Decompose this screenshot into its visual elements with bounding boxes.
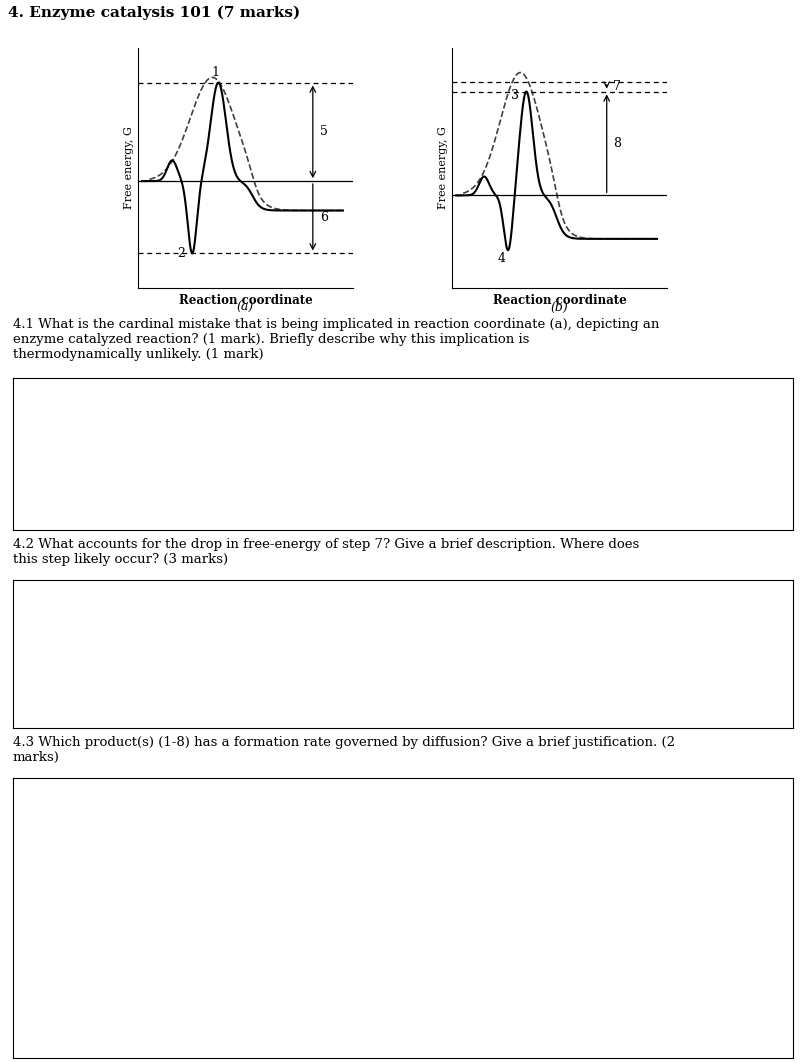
X-axis label: Reaction coordinate: Reaction coordinate xyxy=(179,293,313,307)
Text: (a): (a) xyxy=(237,302,254,314)
Text: 7: 7 xyxy=(613,81,621,93)
Text: 2: 2 xyxy=(177,246,185,260)
Text: 4.3 Which product(s) (1-8) has a formation rate governed by diffusion? Give a br: 4.3 Which product(s) (1-8) has a formati… xyxy=(13,736,675,764)
Y-axis label: Free energy, G: Free energy, G xyxy=(438,126,448,209)
Text: 5: 5 xyxy=(320,125,328,138)
Text: 4: 4 xyxy=(498,252,506,264)
Text: 3: 3 xyxy=(511,89,519,102)
Text: 6: 6 xyxy=(320,210,328,224)
X-axis label: Reaction coordinate: Reaction coordinate xyxy=(492,293,626,307)
Text: 8: 8 xyxy=(613,137,621,150)
Text: 4. Enzyme catalysis 101 (7 marks): 4. Enzyme catalysis 101 (7 marks) xyxy=(8,5,301,20)
Text: (b): (b) xyxy=(550,302,568,314)
Text: 4.2 What accounts for the drop in free-energy of step 7? Give a brief descriptio: 4.2 What accounts for the drop in free-e… xyxy=(13,538,639,566)
Text: 4.1 What is the cardinal mistake that is being implicated in reaction coordinate: 4.1 What is the cardinal mistake that is… xyxy=(13,318,659,361)
Text: 1: 1 xyxy=(211,66,219,79)
Y-axis label: Free energy, G: Free energy, G xyxy=(124,126,134,209)
